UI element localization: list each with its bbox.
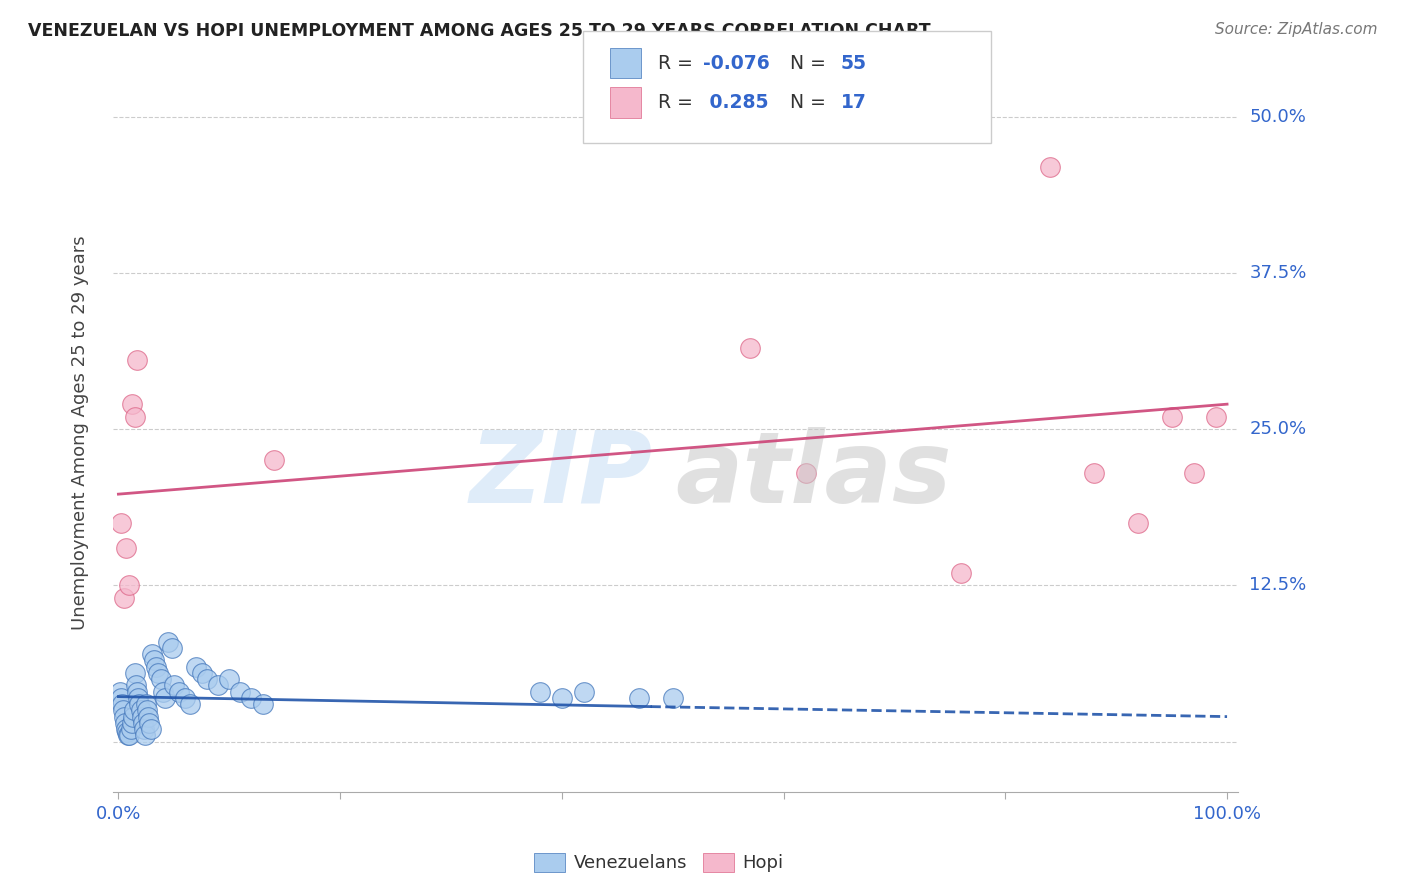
Point — [740, 341, 762, 355]
Point — [132, 722, 155, 736]
Point — [121, 715, 143, 730]
Point — [142, 653, 165, 667]
Point — [131, 709, 153, 723]
Point — [117, 724, 139, 739]
Text: Hopi: Hopi — [742, 854, 783, 871]
Point — [1182, 466, 1205, 480]
Text: R =: R = — [658, 93, 699, 112]
Point — [110, 690, 132, 705]
Point — [117, 728, 139, 742]
Point — [127, 684, 149, 698]
Point — [218, 672, 240, 686]
Point — [794, 466, 817, 480]
Point — [120, 722, 142, 736]
Point — [551, 690, 574, 705]
Point — [121, 397, 143, 411]
Point — [169, 684, 191, 698]
Point — [263, 453, 285, 467]
Text: atlas: atlas — [675, 427, 952, 524]
Point — [190, 665, 212, 680]
Point — [252, 697, 274, 711]
Point — [111, 697, 134, 711]
Point — [163, 678, 186, 692]
Text: 0.285: 0.285 — [703, 93, 769, 112]
Point — [136, 703, 159, 717]
Point — [115, 722, 138, 736]
Text: Source: ZipAtlas.com: Source: ZipAtlas.com — [1215, 22, 1378, 37]
Text: VENEZUELAN VS HOPI UNEMPLOYMENT AMONG AGES 25 TO 29 YEARS CORRELATION CHART: VENEZUELAN VS HOPI UNEMPLOYMENT AMONG AG… — [28, 22, 931, 40]
Point — [118, 728, 141, 742]
Text: 55: 55 — [841, 54, 866, 73]
Point — [122, 703, 145, 717]
Point — [195, 672, 218, 686]
Text: 17: 17 — [841, 93, 866, 112]
Point — [127, 353, 149, 368]
Point — [139, 722, 162, 736]
Point — [153, 690, 176, 705]
Point — [115, 541, 138, 555]
Point — [179, 697, 201, 711]
Point — [134, 728, 156, 742]
Point — [124, 665, 146, 680]
Point — [121, 709, 143, 723]
Point — [112, 709, 135, 723]
Point — [128, 697, 150, 711]
Point — [145, 659, 167, 673]
Point — [949, 566, 972, 580]
Point — [127, 690, 149, 705]
Text: Venezuelans: Venezuelans — [574, 854, 688, 871]
Text: 50.0%: 50.0% — [1250, 108, 1306, 126]
Text: ZIP: ZIP — [470, 427, 652, 524]
Point — [160, 640, 183, 655]
Point — [157, 634, 180, 648]
Point — [135, 697, 157, 711]
Point — [129, 703, 152, 717]
Text: 37.5%: 37.5% — [1250, 264, 1306, 282]
Point — [1160, 409, 1182, 424]
Point — [628, 690, 651, 705]
Point — [149, 672, 172, 686]
Point — [110, 516, 132, 530]
Text: N =: N = — [778, 54, 831, 73]
Point — [229, 684, 252, 698]
Point — [108, 684, 131, 698]
Text: R =: R = — [658, 54, 699, 73]
Point — [661, 690, 683, 705]
Point — [1083, 466, 1105, 480]
Point — [207, 678, 229, 692]
Point — [174, 690, 197, 705]
Text: 25.0%: 25.0% — [1250, 420, 1306, 438]
Point — [132, 715, 155, 730]
Text: -0.076: -0.076 — [703, 54, 769, 73]
Point — [1205, 409, 1227, 424]
Point — [114, 715, 136, 730]
Text: 12.5%: 12.5% — [1250, 576, 1306, 594]
Point — [118, 578, 141, 592]
Point — [141, 647, 163, 661]
Point — [138, 715, 160, 730]
Point — [125, 678, 148, 692]
Point — [184, 659, 207, 673]
Point — [1039, 160, 1062, 174]
Point — [572, 684, 595, 698]
Point — [124, 409, 146, 424]
Point — [240, 690, 263, 705]
Point — [136, 709, 159, 723]
Point — [111, 703, 134, 717]
Point — [148, 665, 170, 680]
Point — [112, 591, 135, 605]
Point — [152, 684, 174, 698]
Y-axis label: Unemployment Among Ages 25 to 29 years: Unemployment Among Ages 25 to 29 years — [72, 235, 89, 630]
Point — [529, 684, 551, 698]
Point — [1128, 516, 1150, 530]
Text: N =: N = — [778, 93, 831, 112]
